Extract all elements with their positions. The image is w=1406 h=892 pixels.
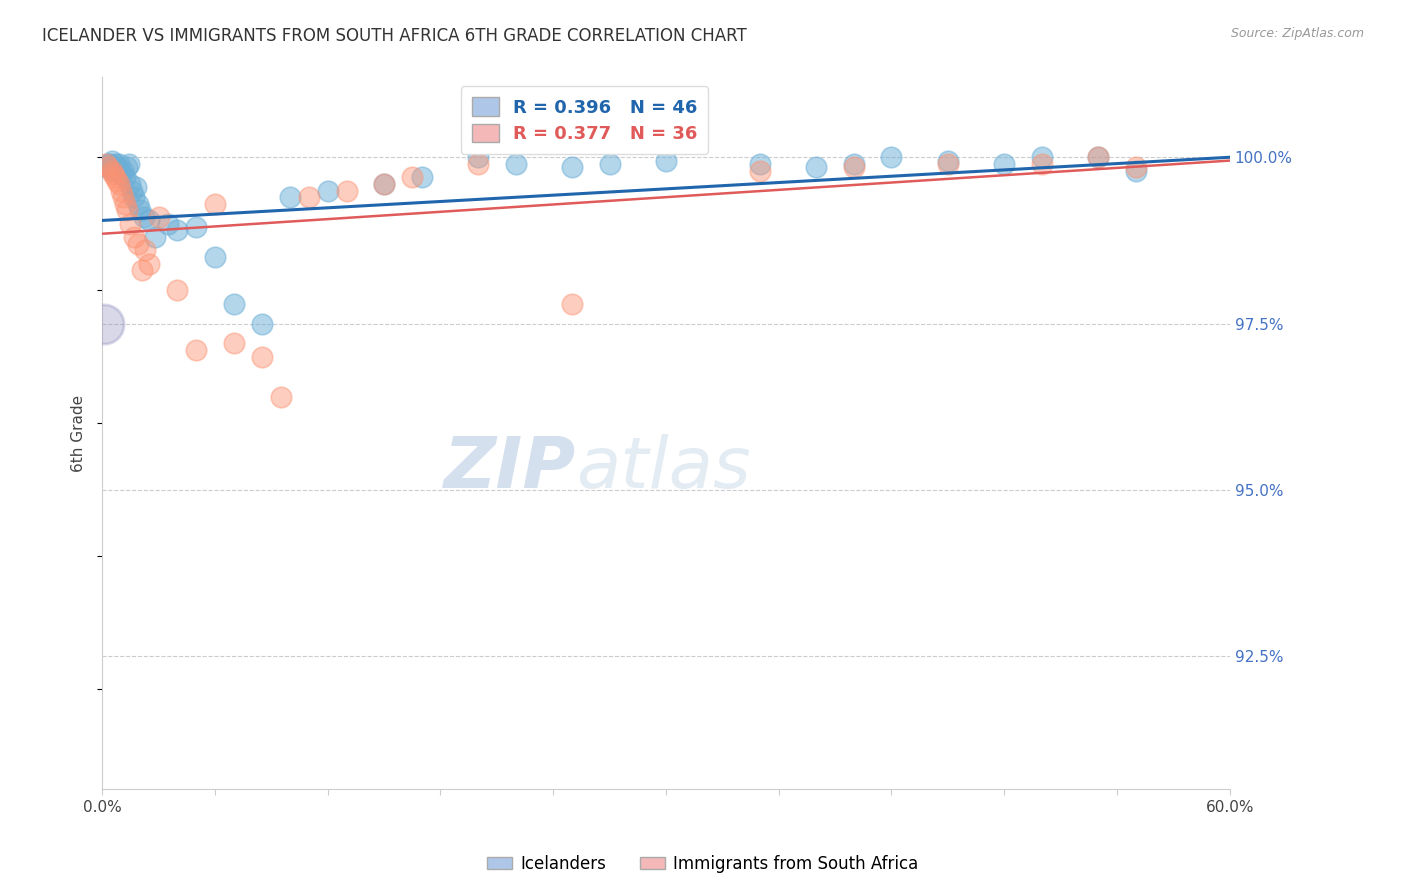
Point: [748, 163, 770, 178]
Point: [335, 184, 357, 198]
Point: [111, 190, 134, 204]
Point: [166, 223, 188, 237]
Point: [115, 160, 138, 174]
Point: [250, 317, 273, 331]
Point: [166, 283, 188, 297]
Text: ZIP: ZIP: [443, 434, 576, 503]
Point: [1125, 160, 1147, 174]
Point: [98, 157, 121, 171]
Point: [103, 167, 125, 181]
Point: [748, 157, 770, 171]
Point: [993, 157, 1015, 171]
Point: [128, 203, 150, 218]
Point: [806, 160, 828, 174]
Point: [127, 236, 149, 251]
Point: [104, 170, 127, 185]
Legend: R = 0.396   N = 46, R = 0.377   N = 36: R = 0.396 N = 46, R = 0.377 N = 36: [461, 87, 709, 154]
Point: [125, 180, 148, 194]
Point: [270, 390, 292, 404]
Point: [1087, 150, 1109, 164]
Point: [204, 196, 226, 211]
Point: [122, 190, 145, 204]
Point: [936, 153, 959, 168]
Point: [100, 163, 122, 178]
Point: [1087, 150, 1109, 164]
Point: [97, 160, 120, 174]
Point: [97, 157, 120, 171]
Point: [132, 210, 155, 224]
Point: [105, 160, 128, 174]
Point: [599, 157, 621, 171]
Point: [105, 173, 128, 187]
Point: [103, 163, 125, 178]
Point: [122, 230, 145, 244]
Point: [505, 157, 527, 171]
Point: [1031, 157, 1053, 171]
Point: [1125, 163, 1147, 178]
Point: [1031, 150, 1053, 164]
Point: [186, 220, 208, 235]
Legend: Icelanders, Immigrants from South Africa: Icelanders, Immigrants from South Africa: [481, 848, 925, 880]
Point: [655, 153, 678, 168]
Point: [138, 213, 160, 227]
Point: [120, 177, 142, 191]
Point: [298, 190, 321, 204]
Text: Source: ZipAtlas.com: Source: ZipAtlas.com: [1230, 27, 1364, 40]
Point: [467, 157, 489, 171]
Point: [186, 343, 208, 358]
Point: [143, 230, 166, 244]
Point: [108, 177, 131, 191]
Point: [120, 217, 142, 231]
Point: [880, 150, 903, 164]
Point: [93, 317, 115, 331]
Point: [842, 157, 865, 171]
Point: [411, 170, 433, 185]
Point: [148, 210, 170, 224]
Point: [936, 157, 959, 171]
Point: [110, 184, 132, 198]
Point: [134, 244, 156, 258]
Point: [373, 177, 395, 191]
Point: [842, 160, 865, 174]
Point: [111, 163, 134, 178]
Point: [373, 177, 395, 191]
Point: [561, 296, 583, 310]
Point: [114, 170, 136, 185]
Point: [204, 250, 226, 264]
Point: [100, 153, 122, 168]
Point: [250, 350, 273, 364]
Y-axis label: 6th Grade: 6th Grade: [72, 395, 86, 472]
Point: [156, 217, 179, 231]
Point: [222, 296, 245, 310]
Point: [94, 160, 117, 174]
Point: [127, 196, 149, 211]
Point: [222, 336, 245, 351]
Point: [114, 196, 136, 211]
Point: [108, 157, 131, 171]
Point: [316, 184, 339, 198]
Point: [138, 257, 160, 271]
Point: [104, 157, 127, 171]
Point: [115, 203, 138, 218]
Text: atlas: atlas: [576, 434, 751, 503]
Point: [131, 263, 153, 277]
Point: [121, 184, 143, 198]
Point: [117, 157, 139, 171]
Point: [467, 150, 489, 164]
Point: [278, 190, 301, 204]
Text: ICELANDER VS IMMIGRANTS FROM SOUTH AFRICA 6TH GRADE CORRELATION CHART: ICELANDER VS IMMIGRANTS FROM SOUTH AFRIC…: [42, 27, 747, 45]
Point: [94, 157, 117, 171]
Point: [561, 160, 583, 174]
Point: [110, 167, 132, 181]
Point: [401, 170, 423, 185]
